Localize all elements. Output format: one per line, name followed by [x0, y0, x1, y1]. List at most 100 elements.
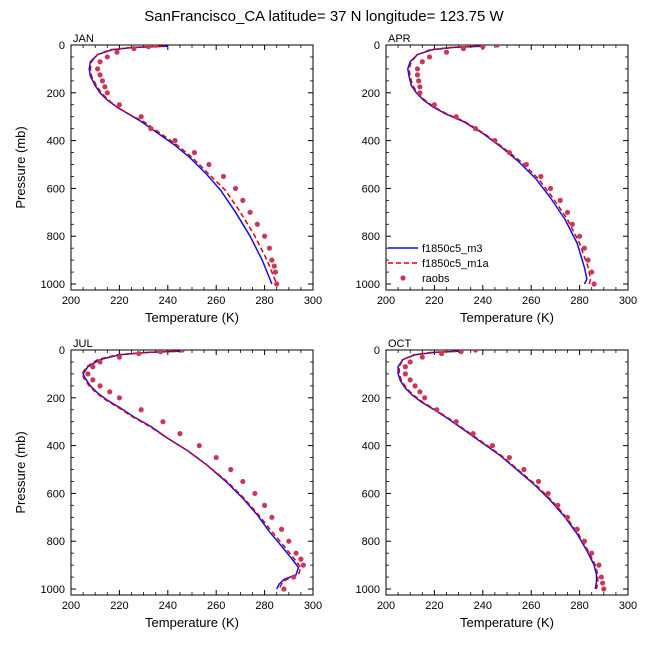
x-axis-label: Temperature (K) [145, 310, 239, 325]
raobs-point [97, 359, 103, 365]
raobs-point [402, 364, 408, 370]
x-tick-label: 300 [304, 600, 322, 612]
y-tick-label: 1000 [356, 584, 380, 596]
raobs-point [90, 364, 96, 370]
x-tick-label: 240 [159, 600, 177, 612]
raobs-point [407, 359, 413, 365]
raobs-point [577, 233, 583, 239]
y-tick-label: 400 [362, 441, 380, 453]
y-tick-label: 1000 [41, 279, 65, 291]
raobs-point [97, 383, 103, 389]
raobs-point [274, 281, 280, 287]
raobs-point [298, 556, 304, 562]
raobs-point [470, 431, 476, 437]
x-tick-label: 280 [570, 295, 588, 307]
raobs-point [95, 66, 101, 72]
y-tick-label: 400 [47, 136, 65, 148]
raobs-point [402, 371, 408, 377]
raobs-point [535, 478, 542, 485]
y-tick-label: 1000 [41, 584, 65, 596]
raobs-point [589, 269, 595, 275]
raobs-point [589, 550, 595, 556]
plot-frame [70, 44, 314, 291]
raobs-point [206, 161, 212, 168]
legend-label: raobs [422, 273, 450, 285]
raobs-point [213, 454, 219, 461]
panel-label: JUL [73, 338, 93, 350]
x-tick-label: 300 [304, 295, 322, 307]
raobs-point [116, 102, 122, 108]
series-line-m3 [82, 350, 300, 590]
raobs-point [281, 586, 287, 592]
x-tick-label: 260 [522, 295, 540, 307]
raobs-point [90, 377, 96, 383]
raobs-point [412, 383, 418, 389]
y-tick-label: 600 [47, 183, 65, 195]
raobs-point [417, 389, 423, 395]
x-tick-label: 220 [110, 295, 128, 307]
raobs-point [506, 149, 513, 156]
y-tick-label: 1000 [356, 279, 380, 291]
x-tick-label: 240 [474, 600, 492, 612]
x-tick-label: 200 [377, 295, 395, 307]
raobs-point [104, 90, 110, 96]
y-tick-label: 800 [362, 536, 380, 548]
y-tick-label: 600 [362, 183, 380, 195]
raobs-point [545, 490, 551, 497]
raobs-point [419, 354, 425, 360]
x-tick-label: 260 [522, 600, 540, 612]
raobs-point [492, 138, 498, 144]
raobs-point [269, 514, 275, 520]
raobs-point [291, 574, 297, 580]
panel-label: JAN [73, 33, 94, 45]
raobs-point [145, 45, 152, 50]
raobs-point [434, 407, 440, 413]
plot-data [397, 350, 607, 592]
x-tick-label: 280 [255, 600, 273, 612]
raobs-point [220, 173, 227, 180]
x-axis-label: Temperature (K) [460, 615, 554, 630]
y-tick-label: 800 [47, 536, 65, 548]
y-tick-label: 0 [59, 345, 65, 357]
raobs-point [240, 197, 246, 203]
x-tick-label: 300 [619, 600, 637, 612]
raobs-point [148, 126, 154, 132]
x-tick-label: 220 [110, 600, 128, 612]
y-tick-label: 400 [47, 441, 65, 453]
panel-jan: JAN 200 220 240 260 280 300 0 200 400 600 800 1000 Te… [13, 33, 322, 325]
raobs-point [240, 478, 246, 485]
raobs-point [114, 49, 120, 55]
raobs-point [138, 114, 144, 120]
raobs-point [574, 526, 580, 532]
y-tick-label: 200 [47, 393, 65, 405]
raobs-point [300, 562, 306, 568]
raobs-point [472, 350, 479, 353]
y-tick-label: 200 [47, 88, 65, 100]
raobs-point [419, 59, 425, 65]
raobs-point [547, 185, 554, 192]
raobs-point [417, 84, 423, 90]
raobs-point [472, 126, 479, 132]
figure-title: SanFrancisco_CA latitude= 37 N longitude… [144, 8, 504, 25]
raobs-point [596, 562, 602, 568]
x-tick-label: 200 [377, 600, 395, 612]
plot-data [407, 45, 597, 287]
x-tick-label: 280 [255, 295, 273, 307]
raobs-point [97, 72, 103, 78]
legend-label: f1850c5_m1a [422, 258, 490, 270]
panel-apr: APR 200 220 240 260 280 300 0 200 400 600 800 1000 Te… [356, 33, 638, 325]
y-tick-label: 600 [47, 488, 65, 500]
plot-frame [70, 349, 314, 596]
raobs-point [489, 443, 496, 449]
raobs-point [228, 466, 234, 473]
raobs-point [293, 550, 299, 556]
raobs-point [138, 407, 144, 413]
x-tick-label: 200 [62, 295, 80, 307]
x-tick-label: 260 [207, 600, 225, 612]
raobs-point [453, 419, 459, 425]
raobs-point [262, 233, 268, 239]
raobs-point [426, 54, 433, 60]
y-tick-label: 200 [362, 88, 380, 100]
y-axis-label: Pressure (mb) [13, 431, 28, 513]
legend-label: f1850c5_m3 [422, 243, 483, 255]
